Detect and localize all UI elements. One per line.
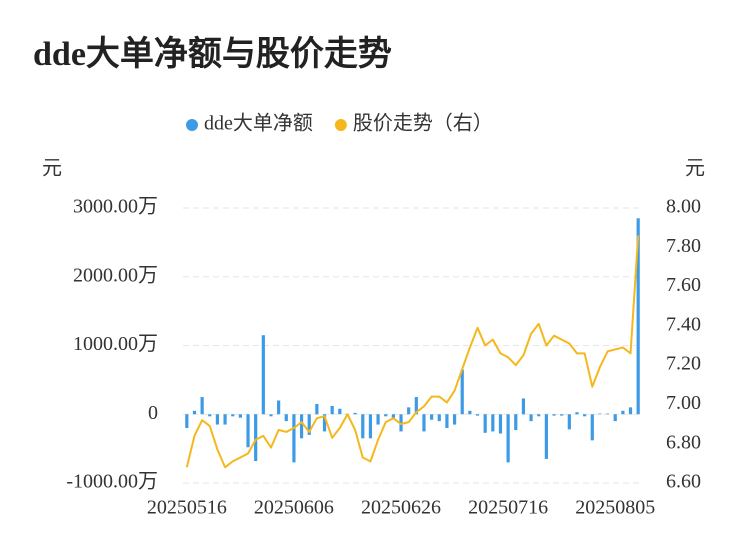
bar <box>322 414 327 432</box>
bar <box>261 335 265 415</box>
bar <box>330 406 334 415</box>
bar <box>560 414 564 416</box>
bar <box>353 412 357 415</box>
bar <box>315 403 319 415</box>
bar <box>376 414 380 425</box>
bar <box>284 414 288 422</box>
bar <box>483 414 487 433</box>
y-tick-label: 1000.00万 <box>73 333 158 355</box>
bar <box>422 414 426 432</box>
bar <box>368 414 373 439</box>
bar <box>414 397 418 415</box>
bar <box>246 414 250 448</box>
bar <box>468 410 472 415</box>
bar <box>605 413 610 415</box>
bar <box>544 414 548 459</box>
chart-title: dde大单净额与股价走势 <box>33 35 392 73</box>
bar <box>636 218 640 415</box>
bar <box>552 414 556 416</box>
y2-tick-label: 7.60 <box>666 274 701 296</box>
bar <box>223 414 227 425</box>
bar <box>361 414 365 439</box>
legend-label: dde大单净额 <box>204 112 313 135</box>
bar <box>537 414 541 417</box>
y2-tick-label: 8.00 <box>666 196 701 218</box>
bar <box>445 414 449 428</box>
bar <box>200 397 204 415</box>
y2-tick-label: 7.20 <box>666 353 701 375</box>
legend-marker <box>334 119 347 131</box>
x-tick-label: 20250805 <box>575 497 655 519</box>
price-line <box>185 235 640 469</box>
bar <box>621 410 625 415</box>
y2-tick-label: 7.80 <box>666 235 701 257</box>
bar <box>452 414 457 425</box>
bar <box>567 414 571 430</box>
bar <box>506 414 510 463</box>
y2-tick-label: 7.00 <box>666 392 701 414</box>
y2-tick-label: 7.40 <box>666 313 701 335</box>
bar <box>292 414 296 463</box>
y-tick-label: 2000.00万 <box>73 264 158 286</box>
x-tick-label: 20250516 <box>147 497 227 519</box>
bar <box>583 414 587 417</box>
bar <box>192 410 197 415</box>
bar <box>277 400 281 415</box>
y2-tick-label: 6.60 <box>666 471 701 493</box>
bar <box>598 413 602 415</box>
y2-axis-label: 元 <box>685 158 705 180</box>
bar <box>391 414 395 418</box>
y-axis-label: 元 <box>42 158 62 180</box>
bar <box>437 414 441 422</box>
y-tick-label: -1000.00万 <box>66 471 158 493</box>
x-tick-label: 20250606 <box>254 497 334 519</box>
bar <box>269 414 273 417</box>
bar <box>299 414 304 439</box>
bar <box>514 414 518 431</box>
bar <box>575 412 579 415</box>
y-tick-label: 3000.00万 <box>73 196 158 218</box>
bar <box>491 414 495 432</box>
bar <box>231 414 235 417</box>
bar <box>628 407 633 415</box>
x-tick-label: 20250626 <box>361 497 441 519</box>
bar <box>407 407 411 415</box>
bar <box>590 414 594 441</box>
bar <box>498 414 503 434</box>
legend-label: 股价走势（右） <box>353 112 493 135</box>
bar <box>238 414 242 418</box>
y2-tick-label: 6.80 <box>666 431 701 453</box>
legend-marker <box>186 119 198 131</box>
bar <box>254 414 258 461</box>
y-tick-label: 0 <box>148 402 158 424</box>
bar <box>460 369 464 415</box>
bar <box>430 414 434 420</box>
bar <box>529 414 533 422</box>
bar <box>208 414 212 417</box>
bar <box>475 414 480 416</box>
bar <box>338 408 342 415</box>
x-tick-label: 20250716 <box>468 497 548 519</box>
bar <box>215 414 220 425</box>
bar <box>613 414 617 422</box>
bar <box>307 414 311 435</box>
bar <box>185 414 189 428</box>
bar <box>384 414 388 417</box>
bar <box>521 398 526 415</box>
